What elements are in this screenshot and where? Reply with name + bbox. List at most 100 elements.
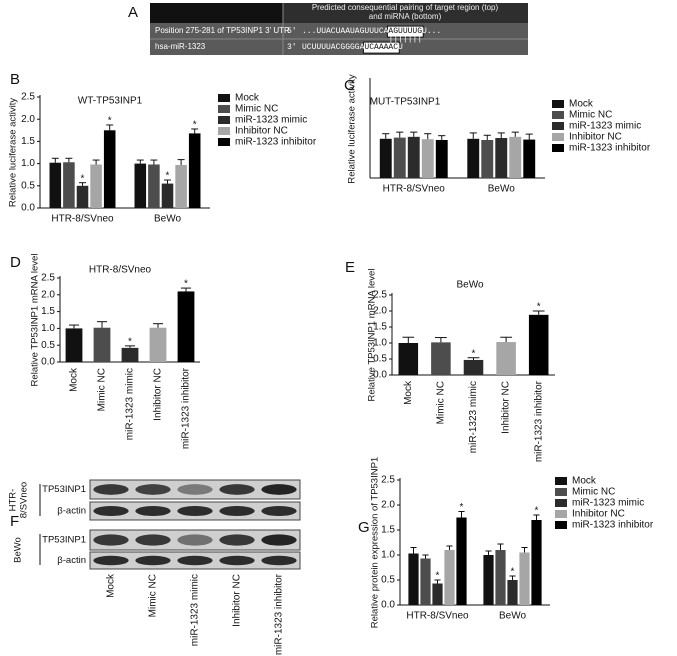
x-tick-label: BeWo (154, 214, 181, 225)
sequence: UCUUUUACGGGGAUCAAAACU (302, 43, 403, 52)
bar (528, 314, 549, 375)
bar (161, 183, 174, 208)
group-label: 8/SVneo (19, 482, 30, 518)
seed-site: AGUUUUG (388, 27, 422, 36)
significance: * (128, 337, 132, 348)
band (177, 484, 213, 495)
bar (76, 185, 89, 208)
bar (408, 553, 419, 605)
x-tick-label: miR-1323 mimic (125, 368, 136, 440)
blot-label: β-actin (57, 506, 86, 517)
x-tick-label: Inhibitor NC (153, 368, 164, 421)
bar (65, 328, 83, 362)
legend-swatch (552, 122, 564, 130)
legend-swatch (218, 127, 230, 135)
legend-swatch (555, 521, 567, 529)
band (219, 534, 255, 546)
legend-label: Mimic NC (235, 104, 278, 115)
band (219, 505, 255, 517)
band (135, 484, 171, 495)
y-tick-label: 0.5 (41, 340, 55, 351)
band (261, 484, 297, 495)
y-tick-label: 2.0 (41, 289, 55, 300)
table-header: Predicted consequential pairing of targe… (312, 3, 499, 12)
panel-letter: D (10, 254, 21, 271)
row-label: hsa-miR-1323 (155, 42, 206, 51)
band (93, 534, 129, 546)
y-tick-label: 0.5 (373, 354, 387, 365)
band (135, 505, 171, 517)
legend-swatch (552, 100, 564, 108)
seed-box (362, 41, 400, 54)
y-tick-label: 1.5 (373, 322, 387, 333)
x-tick-label: Mock (403, 380, 414, 405)
legend-label: miR-1323 inhibitor (235, 137, 317, 148)
significance: * (460, 502, 464, 513)
legend-swatch (218, 116, 230, 124)
x-tick-label: Inhibitor NC (501, 381, 512, 434)
bar (49, 162, 62, 208)
bar (148, 164, 160, 208)
y-axis-label: Relative luciferase activity (8, 98, 19, 208)
y-tick-label: 0.0 (41, 357, 55, 368)
bar (435, 139, 448, 178)
significance: * (193, 120, 197, 131)
legend-label: Inhibitor NC (569, 132, 622, 143)
band (93, 484, 129, 495)
bar (481, 139, 494, 178)
y-tick-label: 1.5 (41, 306, 55, 317)
panel-letter: F (10, 513, 19, 530)
legend-label: miR-1323 inhibitor (569, 143, 651, 154)
blot (89, 479, 301, 500)
legend-label: Inhibitor NC (572, 509, 625, 520)
bar (149, 327, 167, 362)
bar (103, 130, 116, 208)
band (261, 505, 297, 517)
bar (495, 550, 506, 605)
panel-letter: B (10, 71, 20, 88)
bar (177, 291, 195, 362)
table-header-left (150, 3, 283, 23)
sequence-part: U... (422, 27, 441, 36)
band (177, 505, 213, 517)
legend-swatch (555, 510, 567, 518)
significance: * (81, 173, 85, 184)
x-tick-label: BeWo (499, 611, 526, 622)
bar (507, 580, 518, 605)
bar (379, 138, 392, 178)
significance: * (472, 348, 476, 359)
bar (483, 555, 494, 605)
y-axis-label: Relative TP53INP1 mRNA level (367, 269, 378, 402)
blot-label: TP53INP1 (42, 535, 86, 546)
legend-label: Mimic NC (572, 487, 615, 498)
bar (463, 359, 484, 375)
band (219, 555, 255, 566)
bar (93, 327, 111, 362)
y-tick-label: 2.0 (21, 114, 35, 125)
bar (523, 139, 536, 178)
bar (509, 136, 522, 178)
bar (407, 136, 420, 178)
x-tick-label: miR-1323 inhibitor (181, 367, 192, 449)
panel-letter: A (128, 4, 138, 21)
significance: * (537, 302, 541, 313)
sequence: ...UUACUAAUAGUUUCAAGUUUUGU... (302, 27, 441, 36)
bar (531, 520, 542, 605)
y-tick-label: 2.5 (41, 273, 55, 284)
bar (175, 164, 187, 208)
band (261, 555, 297, 566)
significance: * (108, 116, 112, 127)
table-header-right (283, 3, 528, 23)
x-tick-label: HTR-8/SVneo (383, 184, 446, 195)
sequence-part: U (398, 43, 403, 52)
bar (420, 558, 431, 605)
bar (63, 162, 75, 208)
sequence-part: ...UUACUAAUAGUUUCA (302, 27, 389, 36)
bar (121, 347, 139, 362)
legend-swatch (552, 111, 564, 119)
band (135, 555, 171, 566)
y-tick-label: 1.0 (41, 323, 55, 334)
x-tick-label: miR-1323 mimic (468, 381, 479, 453)
legend-label: Mock (572, 476, 597, 487)
